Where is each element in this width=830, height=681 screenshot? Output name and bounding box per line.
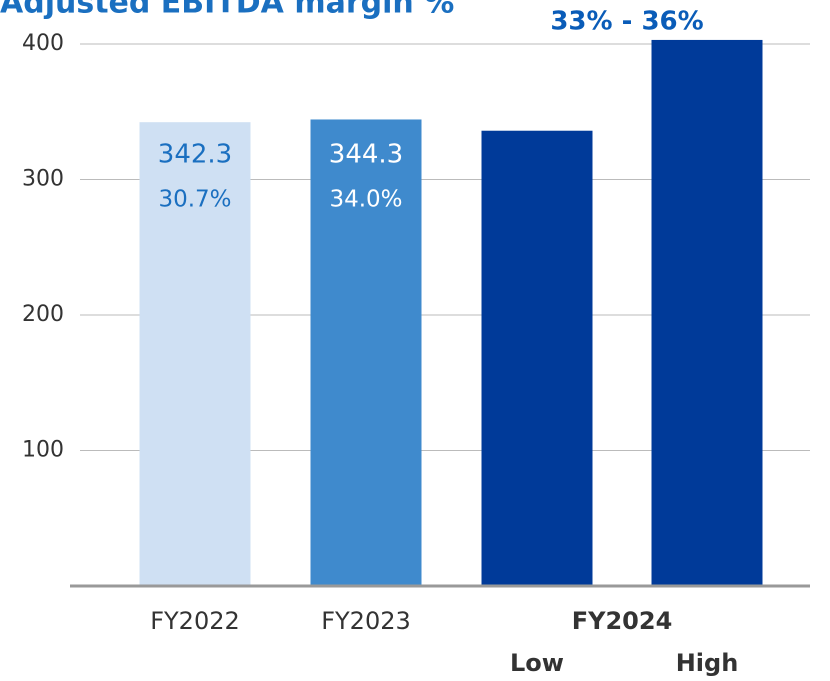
y-tick-label: 300: [22, 167, 64, 192]
bar: [310, 119, 422, 586]
y-tick-label: 400: [22, 31, 64, 56]
value-label: 342.3: [158, 140, 232, 170]
margin-label: 30.7%: [158, 187, 231, 213]
margin-label: 34.0%: [329, 187, 402, 213]
x-tick-label: High: [676, 649, 739, 677]
bar: [481, 130, 593, 586]
group-label: FY2024: [572, 607, 673, 635]
annotation: 33% - 36%: [550, 7, 703, 37]
bar: [139, 122, 251, 586]
y-tick-label: 200: [22, 302, 64, 327]
y-tick-label: 100: [22, 438, 64, 463]
bar: [651, 39, 763, 587]
value-label: 344.3: [329, 140, 403, 170]
x-tick-label: FY2023: [321, 607, 411, 635]
chart-title: Adjusted EBITDA margin %: [0, 0, 454, 21]
x-tick-label: Low: [510, 649, 564, 677]
x-tick-label: FY2022: [150, 607, 240, 635]
